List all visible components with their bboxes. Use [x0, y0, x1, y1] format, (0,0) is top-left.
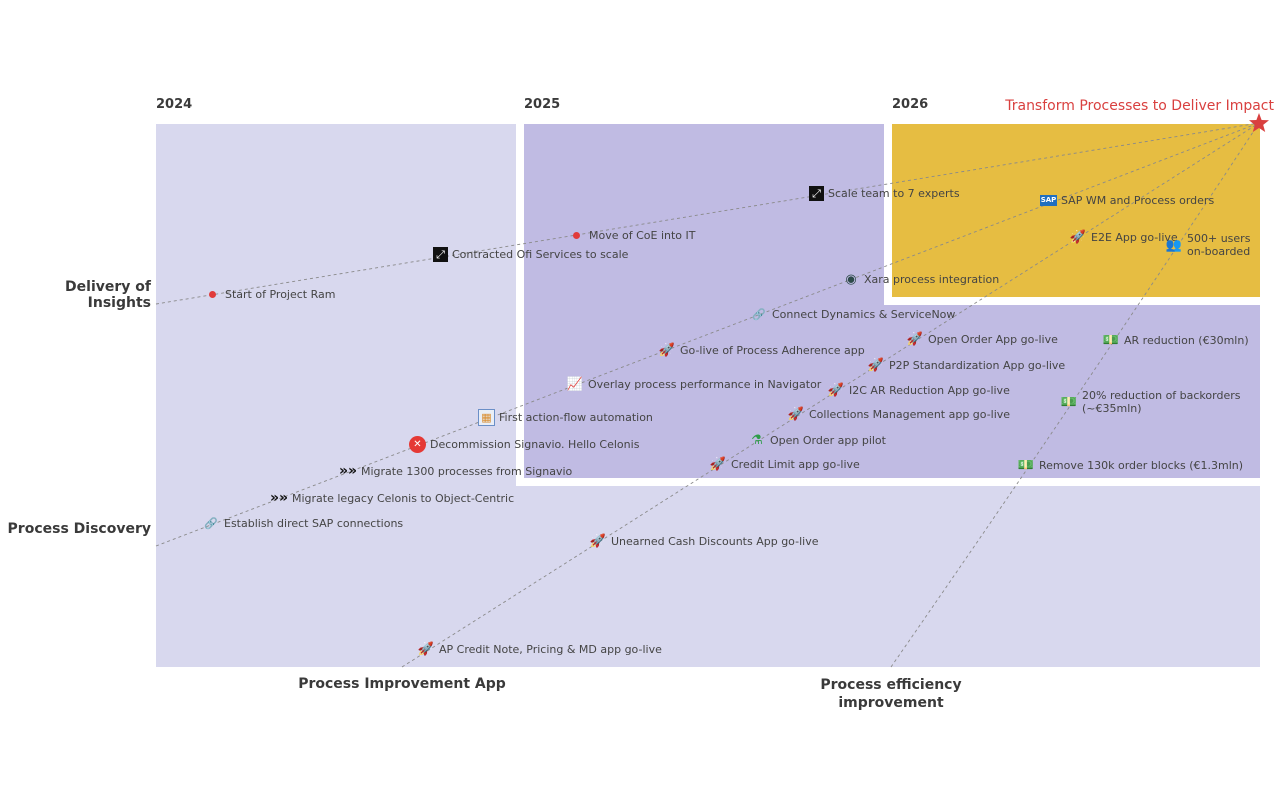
milestone: 💵 AR reduction (€30mln) [1102, 332, 1249, 348]
milestone: 🚀 AP Credit Note, Pricing & MD app go-li… [417, 641, 662, 657]
milestone: ▦ First action-flow automation [478, 409, 653, 426]
improvement-app-line [401, 122, 1260, 668]
delivery-line [155, 122, 1260, 305]
region-2025-purple [524, 124, 884, 478]
milestone: 🚀 Open Order App go-live [906, 331, 1058, 347]
rocket-icon: 🚀 [906, 331, 924, 347]
chevrons-icon: »» [338, 462, 358, 479]
region-bottom-lavender [516, 486, 1260, 667]
milestone: »» Migrate legacy Celonis to Object-Cent… [269, 489, 515, 506]
link-icon: 🔗 [752, 307, 766, 321]
milestone: 🚀 Go-live of Process Adherence app [658, 342, 865, 358]
milestone: »» Migrate 1300 processes from Signavio [338, 462, 573, 479]
lane-process-improvement-app: Process Improvement App [298, 676, 506, 692]
milestone: 🚀 Unearned Cash Discounts App go-live [589, 533, 819, 549]
expand-icon: ⤢ [809, 186, 824, 201]
milestone: 🚀 Collections Management app go-live [787, 406, 1011, 422]
lane-process-efficiency: Process efficiency improvement [820, 677, 962, 711]
goal-star-icon [1249, 113, 1269, 132]
money-icon: 💵 [1060, 394, 1078, 410]
rocket-icon: 🚀 [709, 456, 727, 472]
milestone: 🚀 P2P Standardization App go-live [867, 357, 1066, 373]
milestone: 📈 Overlay process performance in Navigat… [566, 376, 822, 392]
year-2024: 2024 [156, 97, 193, 112]
expand-icon: ⤢ [433, 247, 448, 262]
region-2024-lavender [156, 124, 516, 667]
efficiency-line [890, 122, 1260, 668]
milestone: 💵 20% reduction of backorders (~€35mln) [1060, 389, 1241, 415]
users-icon: 👥 [1165, 237, 1183, 253]
discovery-line [155, 122, 1260, 547]
year-2026: 2026 [892, 97, 929, 112]
milestone: SAP SAP WM and Process orders [1040, 194, 1215, 207]
chart-up-icon: 📈 [566, 376, 584, 392]
cancel-icon: ✕ [409, 436, 426, 453]
red-dot-icon [203, 285, 221, 303]
milestone: Move of CoE into IT [567, 226, 695, 244]
milestone: ⚗ Open Order app pilot [748, 431, 886, 449]
milestone: 🚀 I2C AR Reduction App go-live [827, 382, 1010, 398]
milestone: 🔗 Establish direct SAP connections [202, 514, 403, 532]
milestone: ✕ Decommission Signavio. Hello Celonis [409, 436, 639, 453]
red-dot-icon [567, 226, 585, 244]
milestone: 🚀 E2E App go-live [1069, 229, 1178, 245]
rocket-icon: 🚀 [658, 342, 676, 358]
rocket-icon: 🚀 [1069, 229, 1087, 245]
lane-process-discovery: Process Discovery [7, 521, 151, 537]
year-2025: 2025 [524, 97, 561, 112]
lane-delivery-of-insights: Delivery of Insights [65, 279, 151, 311]
link-icon: 🔗 [204, 516, 218, 530]
rocket-icon: 🚀 [589, 533, 607, 549]
milestone: 🔗 Connect Dynamics & ServiceNow [750, 305, 955, 323]
goal-label: Transform Processes to Deliver Impact [1005, 98, 1274, 114]
sap-logo-icon: SAP [1040, 195, 1057, 206]
region-right-purple [884, 305, 1260, 478]
milestone: 💵 Remove 130k order blocks (€1.3mln) [1017, 457, 1244, 473]
rocket-icon: 🚀 [787, 406, 805, 422]
milestone: 🚀 Credit Limit app go-live [709, 456, 860, 472]
milestone: ◉ Xara process integration [842, 270, 999, 288]
flow-window-icon: ▦ [478, 409, 495, 426]
flask-icon: ⚗ [751, 432, 763, 448]
rocket-icon: 🚀 [827, 382, 845, 398]
money-icon: 💵 [1102, 332, 1120, 348]
chevrons-icon: »» [269, 489, 289, 506]
milestone: 👥 500+ users on-boarded [1165, 232, 1251, 258]
robot-icon: ◉ [845, 271, 857, 287]
milestone: ⤢ Scale team to 7 experts [809, 186, 960, 201]
milestone: ⤢ Contracted Ofi Services to scale [433, 247, 628, 262]
rocket-icon: 🚀 [867, 357, 885, 373]
money-icon: 💵 [1017, 457, 1035, 473]
rocket-icon: 🚀 [417, 641, 435, 657]
milestone: Start of Project Ram [203, 285, 335, 303]
